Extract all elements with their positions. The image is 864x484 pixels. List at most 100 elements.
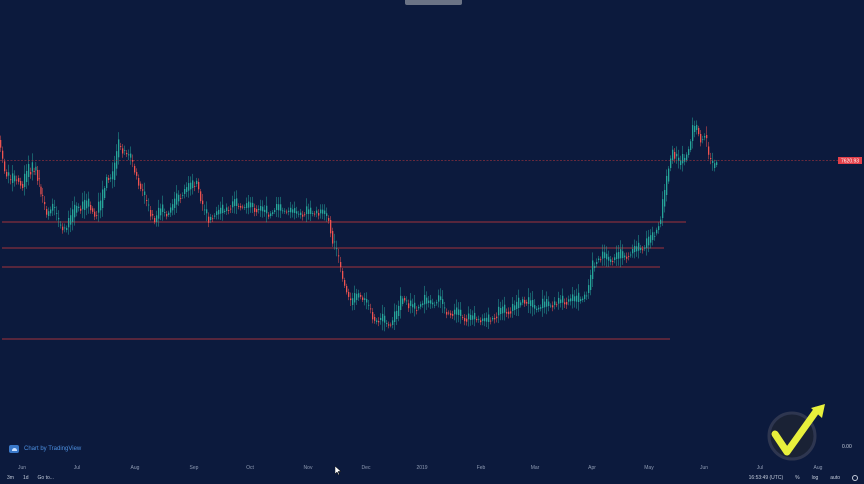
candle-body [158, 207, 160, 219]
gear-icon[interactable] [852, 475, 858, 481]
candle-body [602, 251, 604, 259]
candle-body [33, 171, 35, 172]
candle-body [132, 160, 134, 162]
candle-body [154, 218, 156, 223]
candle-body [38, 178, 40, 180]
candle-body [338, 255, 340, 257]
candle-body [134, 166, 136, 173]
candle-body [250, 202, 252, 208]
candle-body [540, 307, 542, 309]
candle-body [114, 162, 116, 180]
candle-body [590, 274, 592, 290]
candle-body [588, 285, 590, 293]
candle-body [522, 299, 524, 303]
candle-body [506, 312, 508, 314]
candle-body [42, 195, 44, 196]
candle-body [182, 195, 184, 197]
candle-body [388, 324, 390, 326]
candle-body [356, 293, 358, 300]
candle-body [560, 299, 562, 303]
candle-body [296, 211, 298, 214]
tradingview-attribution[interactable]: Chart by TradingView [9, 444, 81, 454]
candle-body [714, 163, 716, 168]
log-scale-toggle[interactable]: log [811, 475, 819, 481]
candle-body [708, 146, 710, 155]
candle-body [424, 294, 426, 305]
candle-body [224, 210, 226, 212]
candle-body [130, 153, 132, 158]
candle-body [290, 207, 292, 213]
goto-date-button[interactable]: Go to... [37, 475, 54, 481]
candle-body [78, 206, 80, 208]
candle-body [108, 178, 110, 180]
candle-body [444, 307, 446, 309]
candle-body [272, 212, 274, 214]
candle-body [202, 200, 204, 205]
candle-body [440, 296, 442, 300]
panel-drag-handle[interactable] [405, 0, 462, 5]
candle-body [52, 203, 54, 211]
candle-body [238, 206, 240, 207]
candle-body [176, 193, 178, 205]
candle-body [702, 139, 704, 141]
candle-body [170, 207, 172, 213]
candle-body [4, 161, 6, 172]
candle-body [528, 297, 530, 304]
candle-body [8, 172, 10, 176]
candle-body [348, 292, 350, 297]
candle-body [336, 248, 338, 250]
candle-body [432, 302, 434, 305]
candle-body [226, 207, 228, 211]
candle-body [476, 319, 478, 321]
candle-body [464, 318, 466, 322]
candle-body [498, 306, 500, 316]
candle-body [472, 315, 474, 320]
time-axis-label: Mar [531, 465, 540, 471]
checkmark-arrow-logo [767, 404, 825, 461]
candle-body [504, 304, 506, 313]
candle-body [184, 189, 186, 194]
candle-body [396, 310, 398, 319]
candle-body [630, 254, 632, 256]
candle-body [332, 231, 334, 244]
range-1d-button[interactable]: 1d [22, 475, 29, 481]
candle-body [342, 271, 344, 279]
candle-body [72, 209, 74, 222]
candle-body [380, 317, 382, 320]
candle-body [582, 298, 584, 300]
candle-body [366, 299, 368, 303]
candle-body [606, 253, 608, 260]
candle-body [262, 206, 264, 212]
auto-scale-toggle[interactable]: auto [830, 475, 840, 481]
candle-body [210, 216, 212, 220]
candle-body [600, 259, 602, 261]
candle-body [204, 209, 206, 211]
candle-body [310, 207, 312, 214]
candle-body [102, 189, 104, 208]
candle-body [466, 318, 468, 322]
candle-body [358, 293, 360, 298]
candle-body [100, 200, 102, 211]
utc-clock[interactable]: 16:53:49 (UTC) [748, 475, 784, 481]
candle-body [76, 205, 78, 213]
candle-body [116, 151, 118, 169]
candle-body [160, 208, 162, 216]
candle-body [414, 302, 416, 309]
candle-body [152, 214, 154, 216]
candle-body [580, 299, 582, 301]
candle-body [86, 200, 88, 209]
candle-body [370, 308, 372, 310]
candle-body [372, 312, 374, 320]
candle-body [236, 198, 238, 206]
candle-body [662, 199, 664, 218]
candle-body [456, 307, 458, 315]
percent-scale-toggle[interactable]: % [795, 475, 800, 481]
candle-body [706, 135, 708, 139]
candle-body [194, 186, 196, 187]
candle-body [164, 212, 166, 213]
range-3m-button[interactable]: 3m [7, 475, 14, 481]
candle-body [328, 218, 330, 221]
candle-body [508, 311, 510, 315]
